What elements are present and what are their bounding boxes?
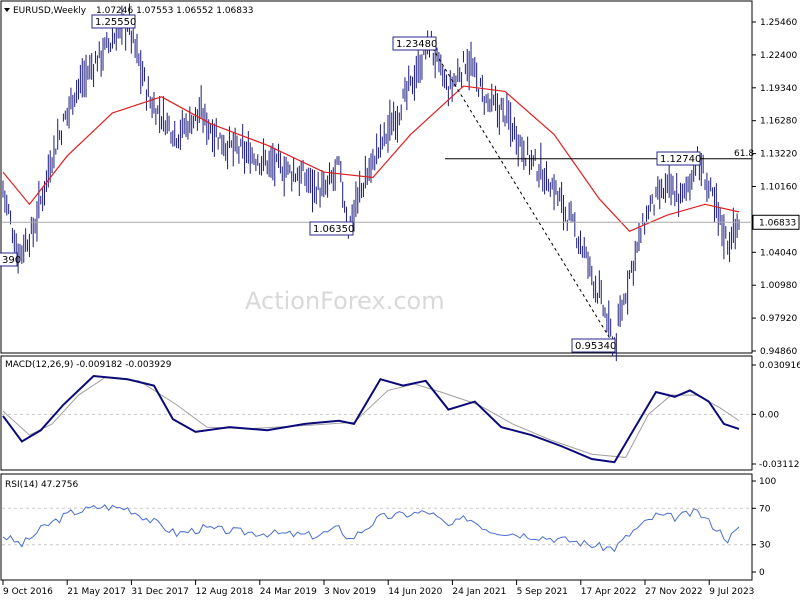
high-2021-label: 1.23480 — [396, 39, 437, 50]
rsi-line — [2, 504, 740, 553]
moving-average-line — [2, 85, 740, 232]
ohlc-readout: 1.07246 1.07553 1.06552 1.06833 — [96, 6, 253, 16]
macd-tick-label: 0.00 — [759, 410, 779, 420]
x-tick-label: 27 Nov 2022 — [645, 587, 703, 597]
dropdown-triangle-icon — [4, 8, 10, 12]
fib-label: 61.8 — [734, 149, 754, 159]
macd-signal-line — [2, 377, 740, 458]
price-tick-label: 1.22400 — [760, 51, 797, 61]
current-price-tag — [752, 214, 800, 230]
macd-line — [2, 374, 740, 464]
x-tick-label: 17 Apr 2022 — [581, 587, 637, 597]
retrace-level-label-box — [656, 151, 701, 166]
price-panel — [0, 0, 753, 354]
price-tick-label: 1.00980 — [760, 281, 797, 291]
low-2019-label: 1.06350 — [313, 224, 354, 235]
price-tick-label: 0.94860 — [760, 347, 797, 357]
price-tick-label: 1.10160 — [760, 183, 797, 193]
price-header: EURUSD,Weekly 1.07246 1.07553 1.06552 1.… — [4, 6, 253, 16]
x-tick-label: 31 Dec 2017 — [131, 587, 189, 597]
low-2016-label: 390 — [2, 255, 21, 266]
high-2017-label-box — [91, 14, 136, 29]
symbol-label: EURUSD,Weekly — [13, 6, 87, 16]
current-price-value: 1.06833 — [759, 218, 796, 228]
x-tick-label: 3 Nov 2019 — [324, 587, 376, 597]
x-tick-label: 5 Sep 2021 — [517, 587, 568, 597]
low-2022-label-box — [571, 338, 616, 353]
price-tick-label: 1.25460 — [760, 18, 797, 28]
retrace-level-label: 1.12740 — [660, 154, 701, 165]
macd-tick-label: -0.031124 — [759, 460, 800, 470]
rsi-tick-label: 30 — [759, 541, 771, 551]
rsi-panel — [0, 473, 753, 581]
x-tick-label: 12 Aug 2018 — [196, 587, 254, 597]
rsi-tick-label: 0 — [759, 568, 765, 578]
price-tick-label: 0.97920 — [760, 314, 797, 324]
x-tick-label: 14 Jun 2020 — [388, 587, 442, 597]
macd-label: MACD(12,26,9) -0.009182 -0.003929 — [5, 360, 172, 370]
macd-panel — [0, 355, 753, 471]
low-2022-label: 0.95340 — [575, 341, 616, 352]
low-2016-label-box — [0, 252, 18, 267]
price-tick-label: 1.13220 — [760, 150, 797, 160]
price-tick-label: 1.19340 — [760, 84, 797, 94]
price-tick-label: 1.04040 — [760, 248, 797, 258]
watermark: ActionForex.com — [245, 287, 445, 315]
x-tick-label: 9 Oct 2016 — [3, 587, 53, 597]
x-tick-label: 9 Jul 2023 — [709, 587, 754, 597]
rsi-tick-label: 70 — [759, 504, 771, 514]
rsi-tick-label: 100 — [759, 477, 776, 487]
price-tick-label: 1.16280 — [760, 117, 797, 127]
x-tick-label: 24 Mar 2019 — [260, 587, 317, 597]
trend-line-dashed — [429, 43, 615, 347]
x-tick-label: 21 May 2017 — [67, 587, 126, 597]
x-tick-label: 24 Jan 2021 — [452, 587, 506, 597]
high-2021-label-box — [392, 36, 437, 51]
macd-tick-label: 0.030916 — [759, 361, 800, 371]
rsi-label: RSI(14) 47.2756 — [5, 480, 78, 490]
low-2019-label-box — [309, 221, 354, 236]
high-2017-label: 1.25550 — [95, 17, 136, 28]
